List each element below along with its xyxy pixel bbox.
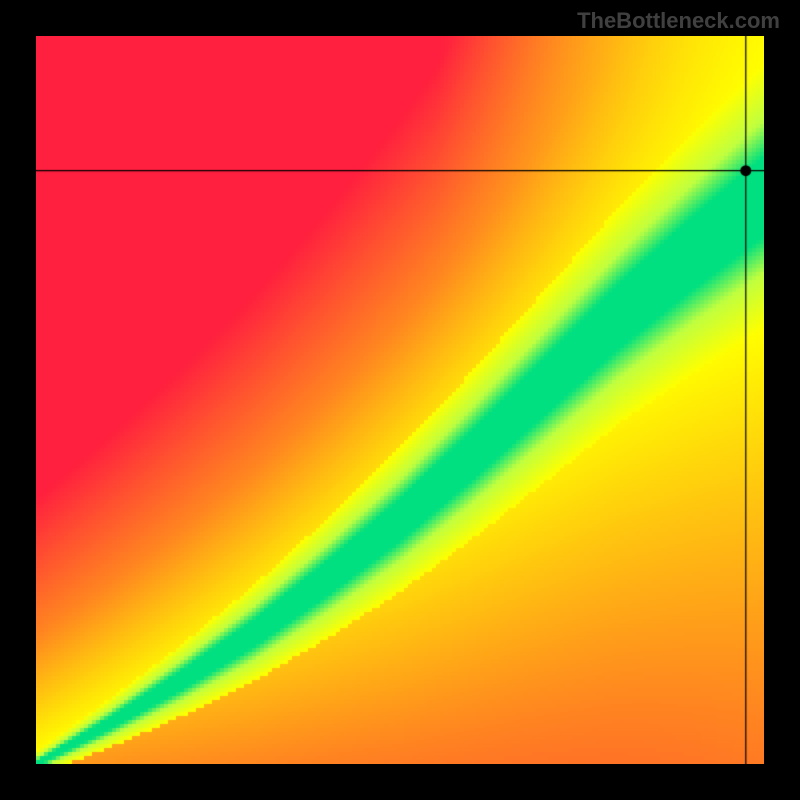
heatmap-canvas — [36, 36, 764, 764]
bottleneck-heatmap — [36, 36, 764, 764]
watermark-text: TheBottleneck.com — [577, 8, 780, 34]
